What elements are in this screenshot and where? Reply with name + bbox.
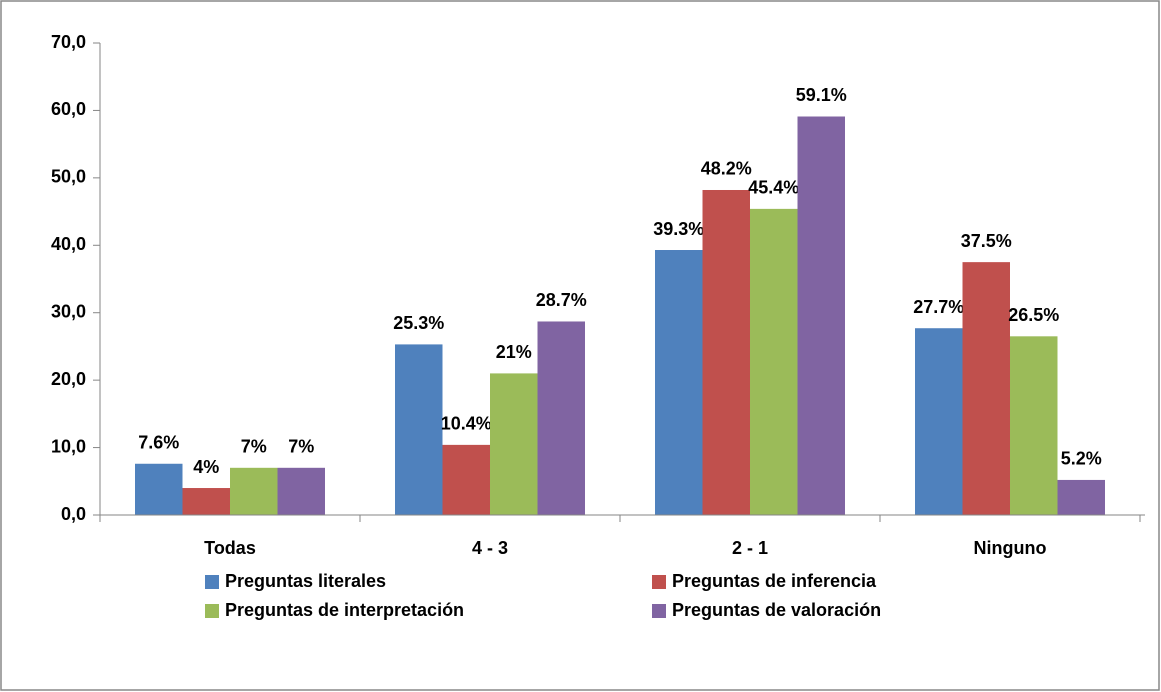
- value-label: 4%: [193, 457, 219, 477]
- bar: [230, 467, 278, 515]
- legend-swatch: [652, 604, 666, 618]
- value-label: 48.2%: [701, 159, 752, 179]
- value-label: 7.6%: [138, 433, 179, 453]
- bar: [702, 189, 750, 515]
- x-tick-label: Todas: [204, 538, 256, 558]
- value-label: 26.5%: [1008, 305, 1059, 325]
- value-label: 28.7%: [536, 290, 587, 310]
- value-label: 21%: [496, 342, 532, 362]
- y-tick-label: 30,0: [51, 301, 86, 321]
- bar: [1010, 336, 1058, 515]
- bar: [135, 463, 183, 515]
- legend-label: Preguntas de valoración: [672, 600, 881, 620]
- x-tick-label: Ninguno: [974, 538, 1047, 558]
- bar: [182, 488, 230, 515]
- y-tick-label: 20,0: [51, 369, 86, 389]
- x-tick-label: 4 - 3: [472, 538, 508, 558]
- bar: [655, 250, 703, 515]
- bar: [915, 328, 963, 515]
- bar: [395, 344, 443, 515]
- y-tick-label: 60,0: [51, 99, 86, 119]
- bar: [537, 321, 585, 515]
- value-label: 10.4%: [441, 414, 492, 434]
- value-label: 5.2%: [1061, 449, 1102, 469]
- bar: [750, 208, 798, 516]
- legend-label: Preguntas de inferencia: [672, 571, 877, 591]
- legend-swatch: [652, 575, 666, 589]
- legend-swatch: [205, 604, 219, 618]
- value-label: 37.5%: [961, 231, 1012, 251]
- legend-label: Preguntas de interpretación: [225, 600, 464, 620]
- x-tick-label: 2 - 1: [732, 538, 768, 558]
- value-label: 7%: [288, 437, 314, 457]
- y-tick-label: 40,0: [51, 234, 86, 254]
- y-tick-label: 50,0: [51, 167, 86, 187]
- value-label: 7%: [241, 437, 267, 457]
- bar: [490, 373, 538, 515]
- value-label: 25.3%: [393, 313, 444, 333]
- bar: [797, 116, 845, 516]
- y-tick-label: 10,0: [51, 436, 86, 456]
- bar: [277, 467, 325, 515]
- y-tick-label: 70,0: [51, 32, 86, 52]
- value-label: 59.1%: [796, 85, 847, 105]
- value-label: 27.7%: [913, 297, 964, 317]
- legend-swatch: [205, 575, 219, 589]
- value-label: 45.4%: [748, 178, 799, 198]
- bar: [962, 262, 1010, 515]
- legend-label: Preguntas literales: [225, 571, 386, 591]
- bar: [442, 444, 490, 515]
- y-tick-label: 0,0: [61, 504, 86, 524]
- value-label: 39.3%: [653, 219, 704, 239]
- bar: [1057, 479, 1105, 515]
